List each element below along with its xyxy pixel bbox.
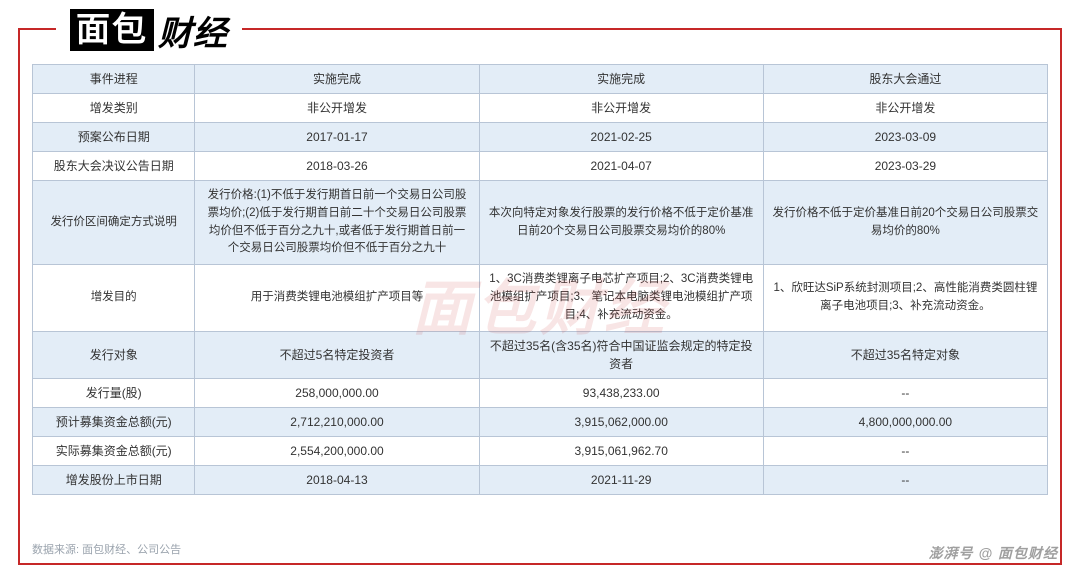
table-row: 发行对象不超过5名特定投资者不超过35名(含35名)符合中国证监会规定的特定投资… xyxy=(33,331,1048,378)
table-cell: 3,915,062,000.00 xyxy=(479,407,763,436)
table-cell: 实施完成 xyxy=(195,65,479,94)
registered-mark: ® xyxy=(146,0,156,41)
table-cell: 本次向特定对象发行股票的发行价格不低于定价基准日前20个交易日公司股票交易均价的… xyxy=(479,181,763,265)
table-cell: 2,554,200,000.00 xyxy=(195,436,479,465)
table-cell: 非公开增发 xyxy=(763,94,1047,123)
table-cell: 股东大会通过 xyxy=(763,65,1047,94)
row-label: 实际募集资金总额(元) xyxy=(33,436,195,465)
table-cell: 不超过35名特定对象 xyxy=(763,331,1047,378)
row-label: 增发目的 xyxy=(33,265,195,331)
table-cell: 2021-02-25 xyxy=(479,123,763,152)
table-cell: 实施完成 xyxy=(479,65,763,94)
row-label: 增发股份上市日期 xyxy=(33,465,195,494)
table-row: 发行价区间确定方式说明发行价格:(1)不低于发行期首日前一个交易日公司股票均价;… xyxy=(33,181,1048,265)
table-row: 预计募集资金总额(元)2,712,210,000.003,915,062,000… xyxy=(33,407,1048,436)
row-label: 事件进程 xyxy=(33,65,195,94)
data-source-label: 数据来源: 面包财经、公司公告 xyxy=(32,541,181,557)
logo-text-left: 面包 ® xyxy=(70,9,154,51)
logo-left-chars: 面包 xyxy=(76,11,148,49)
table-cell: 用于消费类锂电池模组扩产项目等 xyxy=(195,265,479,331)
table-cell: 发行价格:(1)不低于发行期首日前一个交易日公司股票均价;(2)低于发行期首日前… xyxy=(195,181,479,265)
row-label: 增发类别 xyxy=(33,94,195,123)
table-cell: 3,915,061,962.70 xyxy=(479,436,763,465)
table-row: 增发股份上市日期2018-04-132021-11-29-- xyxy=(33,465,1048,494)
table-cell: 2018-03-26 xyxy=(195,152,479,181)
table-row: 股东大会决议公告日期2018-03-262021-04-072023-03-29 xyxy=(33,152,1048,181)
table-row: 事件进程实施完成实施完成股东大会通过 xyxy=(33,65,1048,94)
brand-logo: 面包 ® 财经 xyxy=(56,6,242,54)
table-cell: 2023-03-09 xyxy=(763,123,1047,152)
row-label: 发行对象 xyxy=(33,331,195,378)
row-label: 预案公布日期 xyxy=(33,123,195,152)
table-cell: 2018-04-13 xyxy=(195,465,479,494)
table-row: 发行量(股)258,000,000.0093,438,233.00-- xyxy=(33,378,1048,407)
row-label: 发行量(股) xyxy=(33,378,195,407)
table-cell: 2017-01-17 xyxy=(195,123,479,152)
table-cell: 2021-11-29 xyxy=(479,465,763,494)
data-table: 事件进程实施完成实施完成股东大会通过增发类别非公开增发非公开增发非公开增发预案公… xyxy=(32,64,1048,495)
table-cell: 93,438,233.00 xyxy=(479,378,763,407)
table-cell: 非公开增发 xyxy=(479,94,763,123)
logo-text-right: 财经 xyxy=(158,6,228,55)
table-cell: 4,800,000,000.00 xyxy=(763,407,1047,436)
table-cell: 2,712,210,000.00 xyxy=(195,407,479,436)
table-cell: 非公开增发 xyxy=(195,94,479,123)
row-label: 股东大会决议公告日期 xyxy=(33,152,195,181)
row-label: 预计募集资金总额(元) xyxy=(33,407,195,436)
table-cell: -- xyxy=(763,465,1047,494)
table-row: 增发类别非公开增发非公开增发非公开增发 xyxy=(33,94,1048,123)
table-cell: 不超过5名特定投资者 xyxy=(195,331,479,378)
table-cell: 发行价格不低于定价基准日前20个交易日公司股票交易均价的80% xyxy=(763,181,1047,265)
table-container: 事件进程实施完成实施完成股东大会通过增发类别非公开增发非公开增发非公开增发预案公… xyxy=(32,64,1048,495)
table-cell: 1、欣旺达SiP系统封测项目;2、高性能消费类圆柱锂离子电池项目;3、补充流动资… xyxy=(763,265,1047,331)
table-cell: -- xyxy=(763,436,1047,465)
table-cell: -- xyxy=(763,378,1047,407)
table-cell: 1、3C消费类锂离子电芯扩产项目;2、3C消费类锂电池模组扩产项目;3、笔记本电… xyxy=(479,265,763,331)
table-cell: 2023-03-29 xyxy=(763,152,1047,181)
row-label: 发行价区间确定方式说明 xyxy=(33,181,195,265)
table-cell: 不超过35名(含35名)符合中国证监会规定的特定投资者 xyxy=(479,331,763,378)
bottom-watermark: 澎湃号 @ 面包财经 xyxy=(929,543,1058,563)
table-cell: 258,000,000.00 xyxy=(195,378,479,407)
table-row: 预案公布日期2017-01-172021-02-252023-03-09 xyxy=(33,123,1048,152)
table-cell: 2021-04-07 xyxy=(479,152,763,181)
table-row: 增发目的用于消费类锂电池模组扩产项目等1、3C消费类锂离子电芯扩产项目;2、3C… xyxy=(33,265,1048,331)
table-row: 实际募集资金总额(元)2,554,200,000.003,915,061,962… xyxy=(33,436,1048,465)
